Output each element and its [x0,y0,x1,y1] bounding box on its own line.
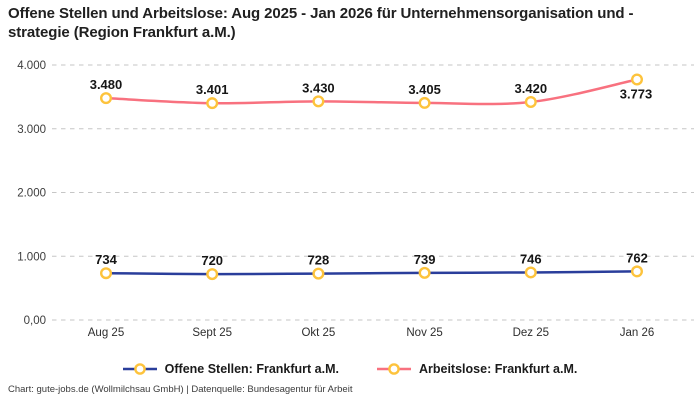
chart-title: Offene Stellen und Arbeitslose: Aug 2025… [8,5,634,42]
x-axis-tick-label: Sept 25 [192,327,232,339]
data-point-label: 762 [626,250,648,265]
data-point-marker [99,267,112,280]
x-axis-tick-label: Okt 25 [301,327,335,339]
y-axis-tick-label: 3.000 [17,124,46,136]
y-axis-tick-label: 0,00 [24,315,46,327]
data-point-marker [206,268,219,281]
data-point-label: 734 [95,252,117,267]
data-point-label: 3.405 [408,82,441,97]
data-point-marker [418,266,431,279]
data-point-marker [524,95,537,108]
legend: Offene Stellen: Frankfurt a.M. Arbeitslo… [0,360,700,378]
data-point-label: 3.420 [515,81,548,96]
legend-item-arbeitslose: Arbeitslose: Frankfurt a.M. [376,360,578,378]
series-line [104,78,639,106]
data-point-marker [418,96,431,109]
data-point-marker [631,73,644,86]
data-point-label: 3.430 [302,80,335,95]
offene-stellen-line-marker-icon [122,363,157,375]
legend-item-offene-stellen: Offene Stellen: Frankfurt a.M. [122,360,339,378]
x-axis-tick-label: Aug 25 [88,327,124,339]
data-point-marker [99,92,112,105]
legend-label-offene-stellen: Offene Stellen: Frankfurt a.M. [164,362,339,376]
legend-label-arbeitslose: Arbeitslose: Frankfurt a.M. [418,362,578,376]
y-axis-tick-label: 4.000 [17,60,46,72]
arbeitslose-line-marker-icon [376,363,411,375]
data-point-label: 728 [308,253,330,268]
line-chart: 0,00 1.000 2.000 3.000 4.000 Aug 25 Sept 25 Okt… [17,60,694,339]
x-axis-tick-label: Nov 25 [406,327,442,339]
y-axis-tick-label: 2.000 [17,188,46,200]
x-axis-tick-label: Dez 25 [513,327,549,339]
data-point-label: 739 [414,252,436,267]
data-point-marker [312,267,325,280]
chart-source: Chart: gute-jobs.de (Wollmilchsau GmbH) … [8,384,353,395]
x-axis-tick-label: Jan 26 [620,327,655,339]
data-point-label: 720 [201,253,223,268]
data-point-label: 3.401 [196,82,229,97]
data-point-label: 3.480 [90,77,123,92]
data-point-marker [206,97,219,110]
y-axis-tick-label: 1.000 [17,251,46,263]
data-point-label: 746 [520,251,542,266]
data-point-marker [312,95,325,108]
data-point-marker [524,266,537,279]
data-point-marker [631,265,644,278]
data-point-label: 3.773 [620,86,653,101]
series-line [104,270,639,276]
